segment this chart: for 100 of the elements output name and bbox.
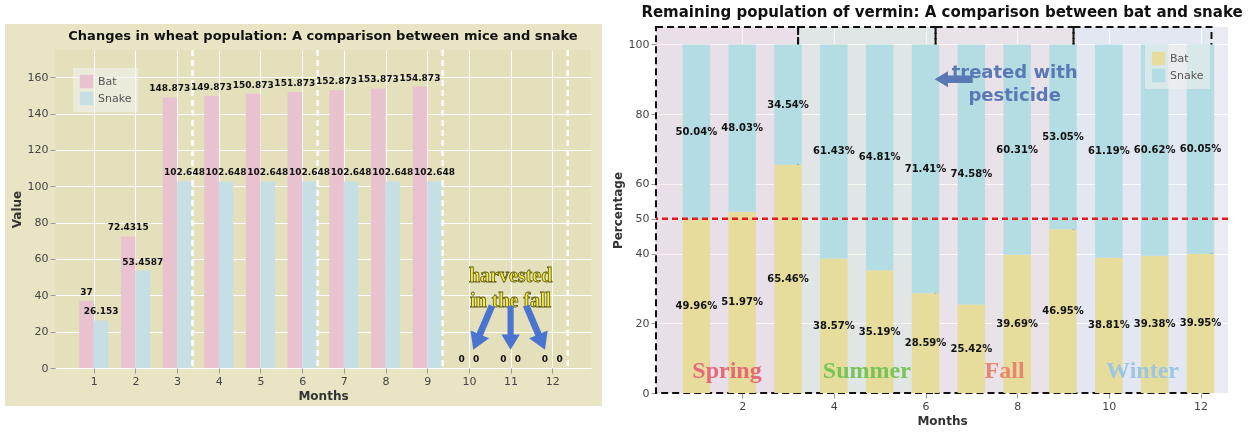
data-label: 148.873 — [149, 83, 191, 94]
x-tick-label: 4 — [830, 399, 838, 413]
data-label: 61.43% — [813, 145, 855, 157]
data-label: 60.31% — [996, 143, 1038, 155]
x-tick-label: 12 — [1194, 399, 1208, 413]
y-tick-label: 80 — [635, 107, 650, 121]
data-label: 150.873 — [232, 79, 274, 90]
data-label: 102.648 — [288, 167, 330, 178]
y-tick-label: 120 — [27, 143, 49, 157]
data-label: 0 — [473, 354, 480, 364]
data-label: 102.648 — [205, 167, 247, 178]
y-tick-label: 20 — [635, 316, 650, 330]
y-tick-label: 60 — [34, 252, 49, 266]
x-tick-label: 10 — [1102, 399, 1117, 413]
data-label: 26.153 — [83, 306, 119, 317]
chart-title: Changes in wheat population: A comparison between mice and snake — [68, 27, 578, 43]
annotation: treated with pesticide — [951, 61, 1078, 105]
legend-label: Bat — [98, 74, 118, 88]
legend-label: Bat — [1170, 51, 1190, 65]
data-label: 152.873 — [316, 76, 358, 87]
data-label: 50.04% — [675, 125, 718, 137]
x-tick-label: 9 — [424, 374, 432, 388]
x-tick-label: 4 — [215, 374, 223, 388]
data-label: 39.38% — [1133, 318, 1176, 330]
chart-title: Remaining population of vermin: A comparison between bat and snake — [641, 3, 1243, 21]
bar — [177, 181, 192, 368]
data-label: 0 — [541, 354, 549, 364]
y-tick-label: 60 — [635, 177, 650, 191]
data-label: 0 — [514, 354, 521, 364]
y-tick-label: 0 — [642, 386, 650, 400]
data-label: 0 — [556, 354, 563, 364]
data-label: 154.873 — [399, 72, 441, 83]
x-tick-label: 5 — [257, 374, 265, 388]
x-tick-label: 1 — [90, 374, 98, 388]
bar — [135, 270, 151, 368]
data-label: 153.873 — [357, 74, 399, 85]
data-label: 60.62% — [1133, 144, 1176, 156]
x-tick-label: 2 — [739, 399, 747, 413]
x-tick-label: 6 — [299, 374, 307, 388]
y-tick-label: 40 — [635, 247, 650, 261]
data-label: 71.41% — [904, 162, 947, 174]
data-label: 60.05% — [1179, 143, 1222, 155]
data-label: 37 — [80, 286, 93, 297]
legend-label: Snake — [1170, 68, 1204, 82]
data-label: 0 — [500, 354, 507, 364]
y-tick-label: 0 — [41, 361, 49, 375]
data-label: 28.59% — [904, 337, 947, 349]
bar — [302, 181, 317, 368]
legend-label: Snake — [98, 91, 132, 105]
x-tick-label: 12 — [545, 374, 560, 388]
data-label: 53.4587 — [122, 256, 164, 267]
data-label: 39.95% — [1179, 317, 1222, 329]
data-label: 39.69% — [996, 317, 1038, 329]
data-label: 48.03% — [721, 122, 763, 134]
y-tick-label: 100 — [628, 37, 650, 51]
x-axis-title: Months — [298, 388, 349, 403]
x-tick-label: 8 — [382, 374, 390, 388]
data-label: 49.96% — [675, 299, 718, 311]
data-label: 102.648 — [163, 167, 205, 178]
data-label: 25.42% — [950, 342, 993, 354]
x-axis-title: Months — [917, 413, 968, 428]
y-tick-label: 80 — [34, 216, 49, 230]
data-label: 102.648 — [413, 167, 455, 178]
data-label: 38.81% — [1088, 319, 1130, 331]
data-label: 51.97% — [721, 296, 763, 308]
bar — [343, 181, 359, 368]
x-tick-label: 11 — [504, 374, 519, 388]
data-label: 102.648 — [372, 167, 414, 178]
bar — [385, 181, 401, 368]
bar — [260, 181, 276, 368]
annotation: harvested in the fall — [468, 263, 553, 311]
x-tick-label: 6 — [922, 399, 930, 413]
y-tick-label: 40 — [34, 288, 49, 302]
y-tick-label: 50 — [635, 212, 650, 226]
data-label: 149.873 — [191, 81, 233, 92]
data-label: 35.19% — [858, 325, 901, 337]
y-tick-label: 100 — [27, 179, 49, 193]
y-axis-title: Percentage — [610, 171, 625, 250]
y-tick-label: 140 — [27, 107, 49, 121]
data-label: 0 — [458, 354, 465, 364]
data-label: 64.81% — [858, 151, 901, 163]
x-tick-label: 3 — [174, 374, 182, 388]
data-label: 72.4315 — [107, 222, 149, 233]
data-label: 102.648 — [330, 167, 372, 178]
data-label: 61.19% — [1088, 145, 1130, 157]
data-label: 46.95% — [1042, 305, 1084, 317]
y-tick-label: 20 — [34, 325, 49, 339]
bar — [427, 181, 442, 368]
data-label: 151.873 — [274, 78, 316, 89]
y-tick-label: 160 — [27, 70, 49, 84]
data-label: 34.54% — [767, 98, 809, 110]
data-label: 74.58% — [950, 168, 993, 180]
y-axis-title: Value — [9, 190, 24, 229]
x-tick-label: 2 — [132, 374, 140, 388]
x-tick-label: 7 — [340, 374, 348, 388]
x-tick-label: 10 — [462, 374, 477, 388]
bar — [218, 181, 234, 368]
data-label: 102.648 — [247, 167, 289, 178]
data-label: 53.05% — [1042, 130, 1084, 142]
data-label: 38.57% — [813, 319, 855, 331]
